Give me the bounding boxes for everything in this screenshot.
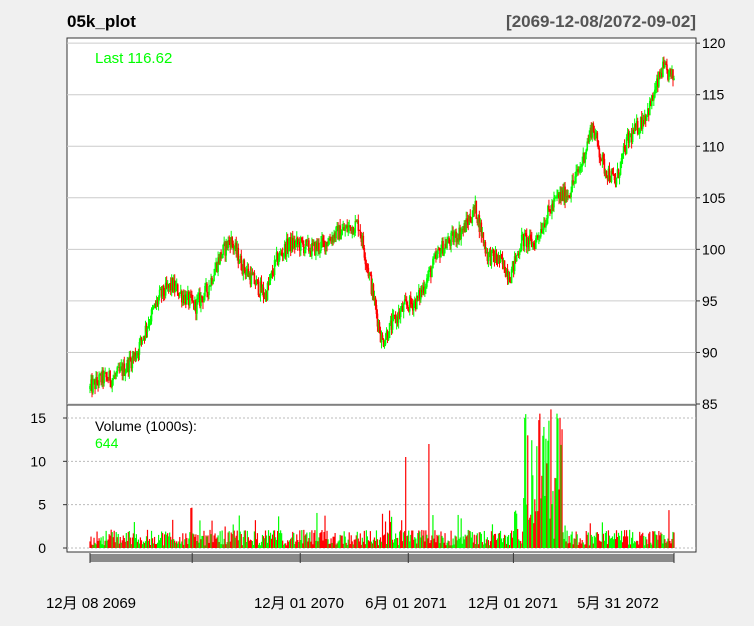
price-tick-label: 100 (702, 241, 726, 257)
price-tick-label: 120 (702, 35, 726, 51)
chart-title: 05k_plot (67, 12, 136, 31)
volume-tick-label: 5 (38, 497, 46, 513)
volume-last-value: 644 (95, 435, 119, 451)
x-tick-label: 5月 31 2072 (577, 595, 659, 612)
price-tick-label: 95 (702, 293, 718, 309)
price-tick-label: 85 (702, 396, 718, 412)
last-price-label: Last 116.62 (95, 50, 172, 67)
price-panel (66, 37, 697, 405)
x-tick-label: 12月 01 2070 (254, 595, 344, 612)
x-axis-bar (90, 554, 674, 562)
x-tick-label: 12月 08 2069 (46, 595, 136, 612)
date-range-label: [2069-12-08/2072-09-02] (506, 12, 696, 31)
price-tick-label: 110 (702, 138, 725, 154)
volume-tick-label: 0 (38, 540, 46, 556)
x-tick-label: 6月 01 2071 (365, 595, 447, 612)
price-tick-label: 105 (702, 190, 726, 206)
volume-tick-label: 10 (30, 453, 46, 469)
volume-tick-label: 15 (30, 410, 46, 426)
price-tick-label: 90 (702, 344, 718, 360)
price-tick-label: 115 (702, 87, 725, 103)
volume-title: Volume (1000s): (95, 418, 197, 434)
volume-panel (66, 404, 697, 553)
x-tick-label: 12月 01 2071 (468, 595, 558, 612)
